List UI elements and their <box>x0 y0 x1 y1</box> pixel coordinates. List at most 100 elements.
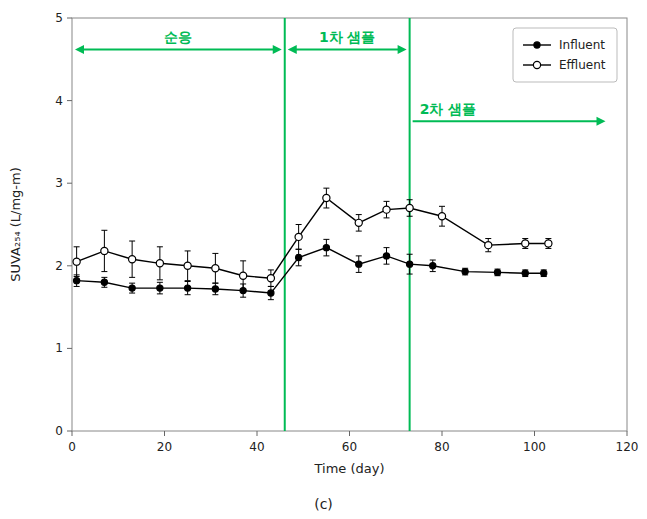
legend-marker <box>534 42 540 48</box>
axes: 020406080100120012345 <box>55 11 638 454</box>
annotation-arrow <box>413 120 600 122</box>
data-point <box>101 247 108 254</box>
data-point <box>323 194 330 201</box>
data-point <box>406 204 413 211</box>
x-tick <box>534 431 535 436</box>
x-tick <box>72 431 73 436</box>
y-tick <box>67 265 72 266</box>
vertical-line <box>409 18 411 431</box>
error-bar <box>495 269 501 276</box>
error-bar <box>268 270 274 287</box>
data-point <box>541 270 547 276</box>
data-point <box>323 245 329 251</box>
y-tick-label: 1 <box>55 341 63 355</box>
x-tick <box>627 431 628 436</box>
data-point <box>383 206 390 213</box>
legend: InfluentEffluent <box>513 28 617 82</box>
arrow-head <box>398 45 407 54</box>
annotation-label: 순응 <box>164 29 192 45</box>
error-bar <box>462 268 468 275</box>
error-bar <box>129 241 135 277</box>
data-point <box>522 240 529 247</box>
data-point <box>494 269 500 275</box>
error-bar <box>323 239 329 256</box>
chart: 020406080100120012345Time (day)SUVA₂₅₄ (… <box>0 0 647 519</box>
x-tick-label: 0 <box>68 440 76 454</box>
y-tick-label: 3 <box>55 176 63 190</box>
x-tick-label: 120 <box>616 440 639 454</box>
data-point <box>73 258 80 265</box>
data-point <box>129 285 135 291</box>
y-tick-label: 0 <box>55 424 63 438</box>
error-bar <box>296 225 302 250</box>
error-bar <box>212 283 218 295</box>
error-bar <box>407 254 413 274</box>
data-point <box>185 285 191 291</box>
annotation-arrow <box>294 48 401 50</box>
series <box>74 239 547 299</box>
vertical-line <box>284 18 286 431</box>
data-point <box>212 265 219 272</box>
error-bar <box>522 270 528 277</box>
error-bar <box>185 281 191 294</box>
data-point <box>356 261 362 267</box>
annotation-label: 2차 샘플 <box>420 101 477 117</box>
data-point <box>355 219 362 226</box>
arrow-head <box>597 117 606 126</box>
error-bar <box>323 188 329 208</box>
data-point <box>295 233 302 240</box>
error-bar <box>439 206 445 226</box>
x-tick <box>257 431 258 436</box>
title: (c) <box>314 496 333 512</box>
annotation-arrow <box>81 48 276 50</box>
data-point <box>240 272 247 279</box>
arrow-head <box>288 45 297 54</box>
error-bar <box>157 247 163 280</box>
arrow-head <box>273 45 282 54</box>
error-bar <box>485 239 491 252</box>
data-point <box>438 213 445 220</box>
data-point <box>74 278 80 284</box>
data-point <box>522 270 528 276</box>
series-line <box>77 198 549 278</box>
data-point <box>462 268 468 274</box>
error-bar <box>240 261 246 291</box>
y-tick <box>67 18 72 19</box>
data-point <box>407 261 413 267</box>
x-tick-label: 60 <box>342 440 357 454</box>
error-bar <box>356 256 362 273</box>
error-bar <box>101 277 107 287</box>
y-tick <box>67 183 72 184</box>
data-point <box>545 240 552 247</box>
annotation-labels: 순응1차 샘플2차 샘플 <box>164 29 476 117</box>
x-tick <box>442 431 443 436</box>
data-point <box>157 285 163 291</box>
plot-frame <box>72 18 627 431</box>
data-point <box>184 262 191 269</box>
error-bar <box>129 283 135 293</box>
error-bar <box>74 247 80 277</box>
series <box>73 188 552 290</box>
series-line <box>77 248 544 293</box>
y-tick <box>67 431 72 432</box>
data-point <box>296 254 302 260</box>
x-tick-label: 40 <box>249 440 264 454</box>
error-bar <box>185 251 191 281</box>
error-bar <box>407 200 413 217</box>
data-point <box>485 242 492 249</box>
x-tick-label: 80 <box>434 440 449 454</box>
error-bar <box>157 282 163 294</box>
data-point <box>129 256 136 263</box>
y-tick-label: 4 <box>55 94 63 108</box>
error-bar <box>356 215 362 232</box>
arrow-head <box>75 45 84 54</box>
legend-marker <box>533 61 540 68</box>
y-tick <box>67 100 72 101</box>
x-tick-label: 100 <box>523 440 546 454</box>
data-point <box>268 290 274 296</box>
error-bar <box>384 201 390 218</box>
x-tick-label: 20 <box>157 440 172 454</box>
error-bar <box>545 239 551 249</box>
y-tick-label: 5 <box>55 11 63 25</box>
data-point <box>267 275 274 282</box>
